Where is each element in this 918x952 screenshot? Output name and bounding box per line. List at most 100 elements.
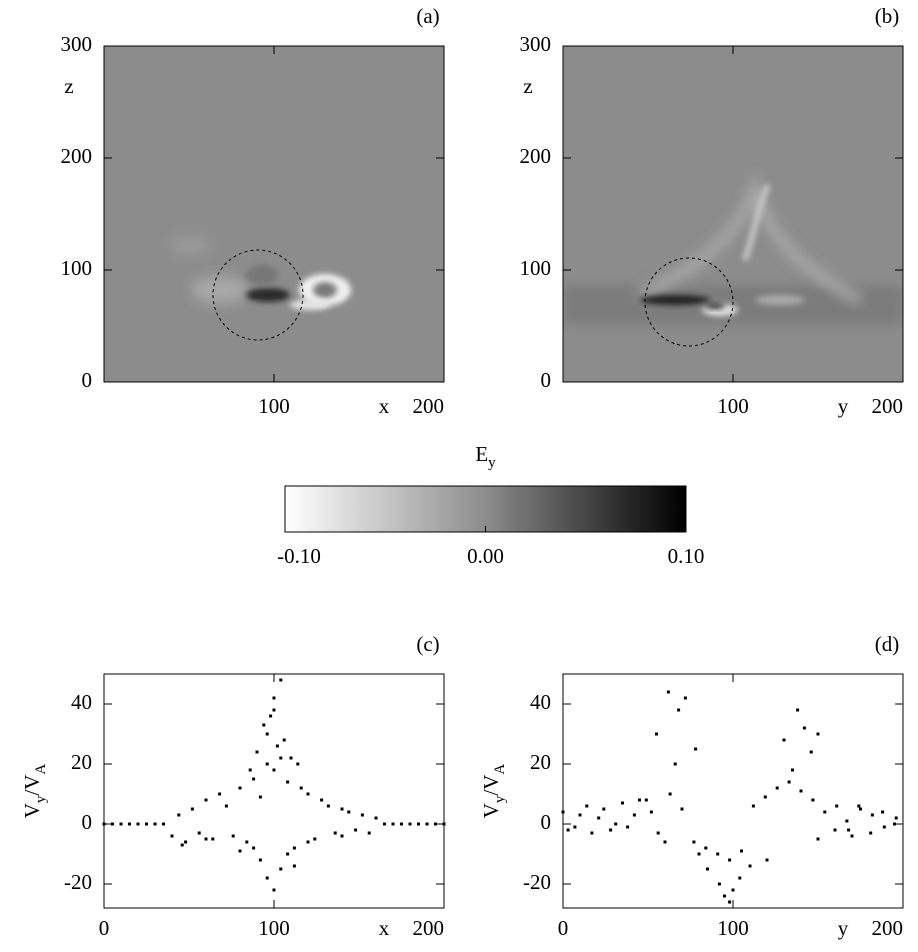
scatter-point <box>197 831 201 835</box>
y-axis-label-part: A <box>33 764 49 775</box>
scatter-point <box>763 795 767 799</box>
scatter-point <box>656 831 660 835</box>
scatter-point <box>609 828 613 832</box>
scatter-point <box>289 756 293 760</box>
y-axis-label: Vy/VA <box>479 764 509 819</box>
y-tick-label: 0 <box>82 810 93 834</box>
heatmap-image <box>563 46 903 382</box>
scatter-point <box>238 849 242 853</box>
scatter-point <box>299 786 303 790</box>
scatter-point <box>360 813 364 817</box>
scatter-point <box>282 738 286 742</box>
heatmap-image <box>104 46 444 382</box>
y-axis-label-part: A <box>492 764 508 775</box>
scatter-point <box>313 837 317 841</box>
scatter-point <box>279 756 283 760</box>
scatter-point <box>119 822 123 826</box>
colorbar-title-sub: y <box>488 455 496 471</box>
scatter-point <box>367 831 371 835</box>
scatter-point <box>417 822 420 826</box>
scatter-point <box>252 777 256 781</box>
scatter-point <box>638 798 641 802</box>
scatter-point <box>723 894 726 898</box>
scatter-point <box>306 840 310 844</box>
scatter-point <box>383 822 386 826</box>
scatter-point <box>425 822 429 826</box>
y-axis-label: z <box>64 74 73 98</box>
x-tick-label: 0 <box>99 916 110 940</box>
scatter-point <box>666 690 670 694</box>
scatter-point <box>248 768 252 772</box>
scatter-point <box>782 738 786 742</box>
scatter-point <box>566 828 570 832</box>
scatter-point <box>683 696 687 700</box>
scatter-point <box>128 822 131 826</box>
scatter-point <box>231 834 235 838</box>
scatter-point <box>306 792 310 796</box>
scatter-point <box>731 888 735 892</box>
scatter-point <box>677 708 681 712</box>
scatter-point <box>870 813 874 817</box>
scatter-point <box>833 828 837 832</box>
y-tick-label: -20 <box>64 870 92 894</box>
scatter-point <box>632 813 636 817</box>
scatter-point <box>340 834 344 838</box>
scatter-point <box>292 864 296 868</box>
scatter-point <box>245 840 249 844</box>
scatter-point <box>704 846 708 850</box>
scatter-point <box>258 858 262 862</box>
scatter-point <box>286 852 290 856</box>
y-tick-label: 0 <box>82 368 93 392</box>
scatter-point <box>258 795 262 799</box>
scatter-point <box>775 786 779 790</box>
scatter-point <box>835 804 839 808</box>
x-tick-label: 100 <box>717 394 749 418</box>
x-tick-label: 200 <box>872 394 904 418</box>
scatter-point <box>578 813 582 817</box>
scatter-point <box>621 801 624 805</box>
scatter-point <box>809 750 813 754</box>
x-tick-label: 100 <box>258 394 290 418</box>
scatter-point <box>655 732 658 736</box>
colorbar-gradient <box>284 485 687 533</box>
scatter-point <box>170 834 174 838</box>
scatter-point <box>716 852 720 856</box>
scatter-point <box>204 837 208 841</box>
scatter-point <box>255 750 259 754</box>
x-tick-label: 100 <box>258 916 290 940</box>
x-tick-label: 200 <box>872 916 904 940</box>
y-tick-label: 200 <box>61 144 93 168</box>
x-axis-label: y <box>838 394 849 418</box>
scatter-point <box>408 822 412 826</box>
y-tick-label: 20 <box>530 750 551 774</box>
scatter-point <box>673 762 677 766</box>
x-tick-label: 0 <box>558 916 569 940</box>
scatter-point <box>272 768 276 772</box>
scatter-point <box>765 858 769 862</box>
scatter-point <box>717 882 721 886</box>
scatter-point <box>694 747 698 751</box>
scatter-point <box>153 822 157 826</box>
x-axis-label: x <box>379 394 390 418</box>
scatter-point <box>333 831 337 835</box>
scatter-point <box>211 837 215 841</box>
scatter-point <box>859 807 862 811</box>
scatter-point <box>706 867 709 871</box>
scatter-point <box>857 804 861 808</box>
scatter-point <box>799 789 803 793</box>
y-tick-label: 300 <box>61 32 93 56</box>
x-axis-label: x <box>379 916 390 940</box>
scatter-point <box>869 831 873 835</box>
scatter-point <box>102 822 106 826</box>
scatter-point <box>748 864 752 868</box>
y-tick-label: 40 <box>530 690 551 714</box>
scatter-point <box>347 810 351 814</box>
scatter-point <box>145 822 148 826</box>
scatter-point <box>265 732 269 736</box>
scatter-point <box>190 807 194 811</box>
scatter-point <box>320 798 324 802</box>
scatter-point <box>894 816 898 820</box>
scatter-point <box>597 816 601 820</box>
scatter-point <box>811 798 815 802</box>
scatter-point <box>850 834 854 838</box>
